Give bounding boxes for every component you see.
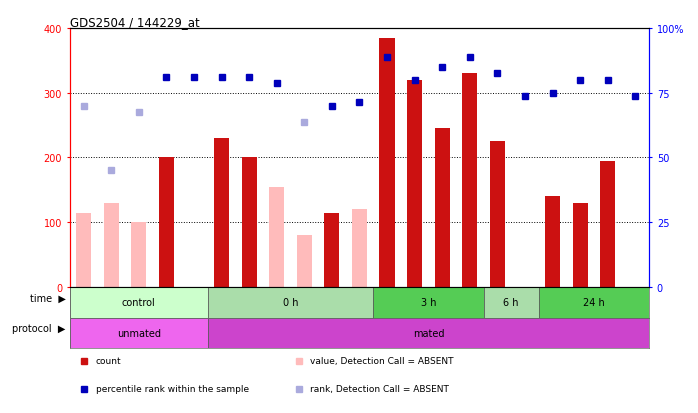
- Y-axis label: time  ▶: time ▶: [30, 292, 66, 303]
- Text: GDS2504 / 144229_at: GDS2504 / 144229_at: [70, 16, 200, 29]
- Text: mated: mated: [413, 328, 444, 338]
- Bar: [103, 203, 119, 287]
- Bar: [158, 158, 174, 287]
- Bar: [373, 287, 484, 318]
- Bar: [462, 74, 477, 287]
- Bar: [484, 287, 539, 318]
- Bar: [352, 210, 367, 287]
- Bar: [490, 142, 505, 287]
- Bar: [325, 213, 339, 287]
- Bar: [76, 213, 91, 287]
- Text: 6 h: 6 h: [503, 298, 519, 308]
- Bar: [208, 318, 649, 348]
- Text: 3 h: 3 h: [421, 298, 436, 308]
- Text: percentile rank within the sample: percentile rank within the sample: [96, 385, 249, 394]
- Bar: [435, 129, 450, 287]
- Bar: [600, 161, 616, 287]
- Bar: [539, 287, 649, 318]
- Y-axis label: protocol  ▶: protocol ▶: [13, 323, 66, 333]
- Bar: [407, 81, 422, 287]
- Bar: [572, 203, 588, 287]
- Bar: [545, 197, 560, 287]
- Text: unmated: unmated: [117, 328, 161, 338]
- Bar: [131, 223, 147, 287]
- Text: 0 h: 0 h: [283, 298, 298, 308]
- Text: control: control: [122, 298, 156, 308]
- Bar: [70, 287, 208, 318]
- Bar: [208, 287, 373, 318]
- Bar: [297, 235, 312, 287]
- Text: count: count: [96, 356, 121, 365]
- Text: value, Detection Call = ABSENT: value, Detection Call = ABSENT: [310, 356, 454, 365]
- Bar: [214, 139, 229, 287]
- Bar: [242, 158, 257, 287]
- Bar: [269, 187, 284, 287]
- Bar: [70, 318, 208, 348]
- Text: 24 h: 24 h: [583, 298, 605, 308]
- Bar: [380, 38, 394, 287]
- Text: rank, Detection Call = ABSENT: rank, Detection Call = ABSENT: [310, 385, 449, 394]
